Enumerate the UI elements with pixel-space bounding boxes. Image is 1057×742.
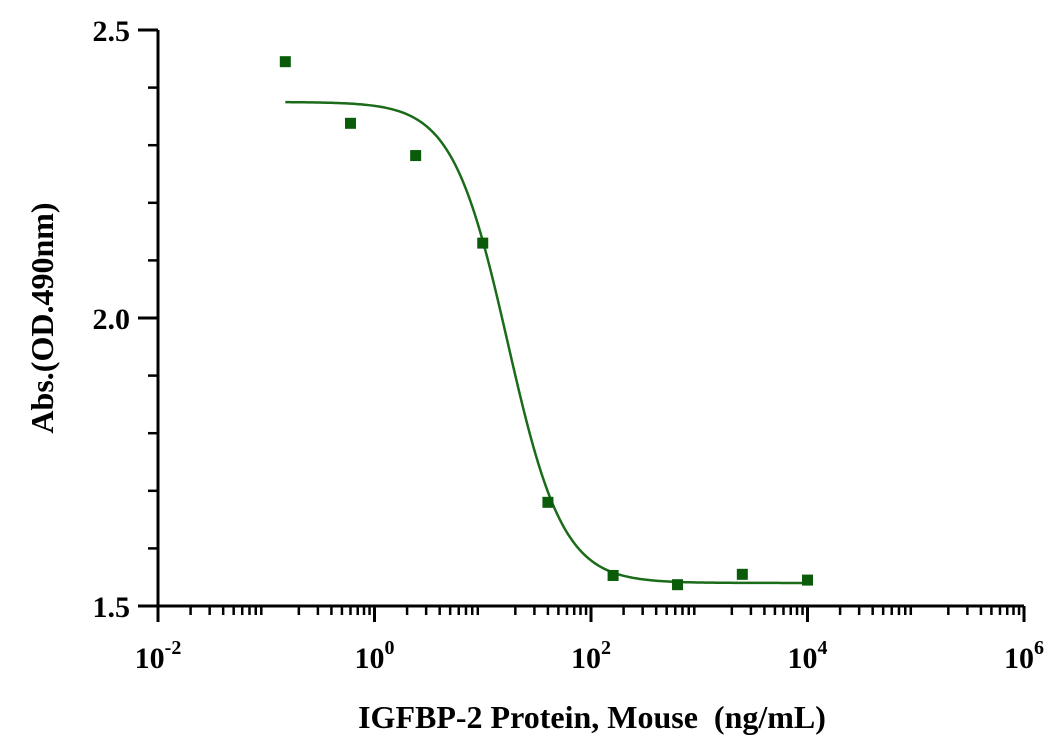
data-point (477, 237, 489, 249)
x-tick-label: 100 (355, 637, 395, 675)
x-tick-label: 102 (571, 637, 611, 675)
x-tick-exponent: 4 (818, 637, 828, 659)
y-tick-label: 2.0 (93, 303, 131, 336)
y-tick-label: 1.5 (93, 591, 131, 624)
axes (156, 30, 1024, 608)
x-tick-exponent: 6 (1034, 637, 1044, 659)
x-tick-base: 10 (571, 642, 601, 675)
x-tick-label: 106 (1004, 637, 1044, 675)
data-point (736, 568, 748, 580)
x-tick-base: 10 (135, 642, 165, 675)
x-tick-exponent: 0 (385, 637, 395, 659)
x-tick-exponent: -2 (165, 637, 182, 659)
x-tick-base: 10 (788, 642, 818, 675)
data-point (802, 574, 813, 586)
ticks (138, 28, 1026, 622)
data-point (344, 117, 356, 129)
x-tick-label: 10-2 (135, 637, 182, 675)
x-tick-exponent: 2 (601, 637, 611, 659)
data-point (279, 56, 291, 68)
data-point (542, 496, 554, 508)
y-tick-label: 2.5 (93, 15, 131, 48)
x-tick-label: 104 (788, 637, 828, 675)
y-axis-label: Abs.(OD.490nm) (24, 202, 60, 433)
data-point (672, 579, 684, 591)
data-point (607, 569, 619, 581)
data-point (410, 150, 422, 162)
data-points (279, 56, 813, 591)
x-axis-label: IGFBP-2 Protein, Mouse (ng/mL) (358, 699, 826, 735)
x-tick-base: 10 (355, 642, 385, 675)
x-tick-base: 10 (1004, 642, 1034, 675)
fit-curve (285, 100, 808, 585)
